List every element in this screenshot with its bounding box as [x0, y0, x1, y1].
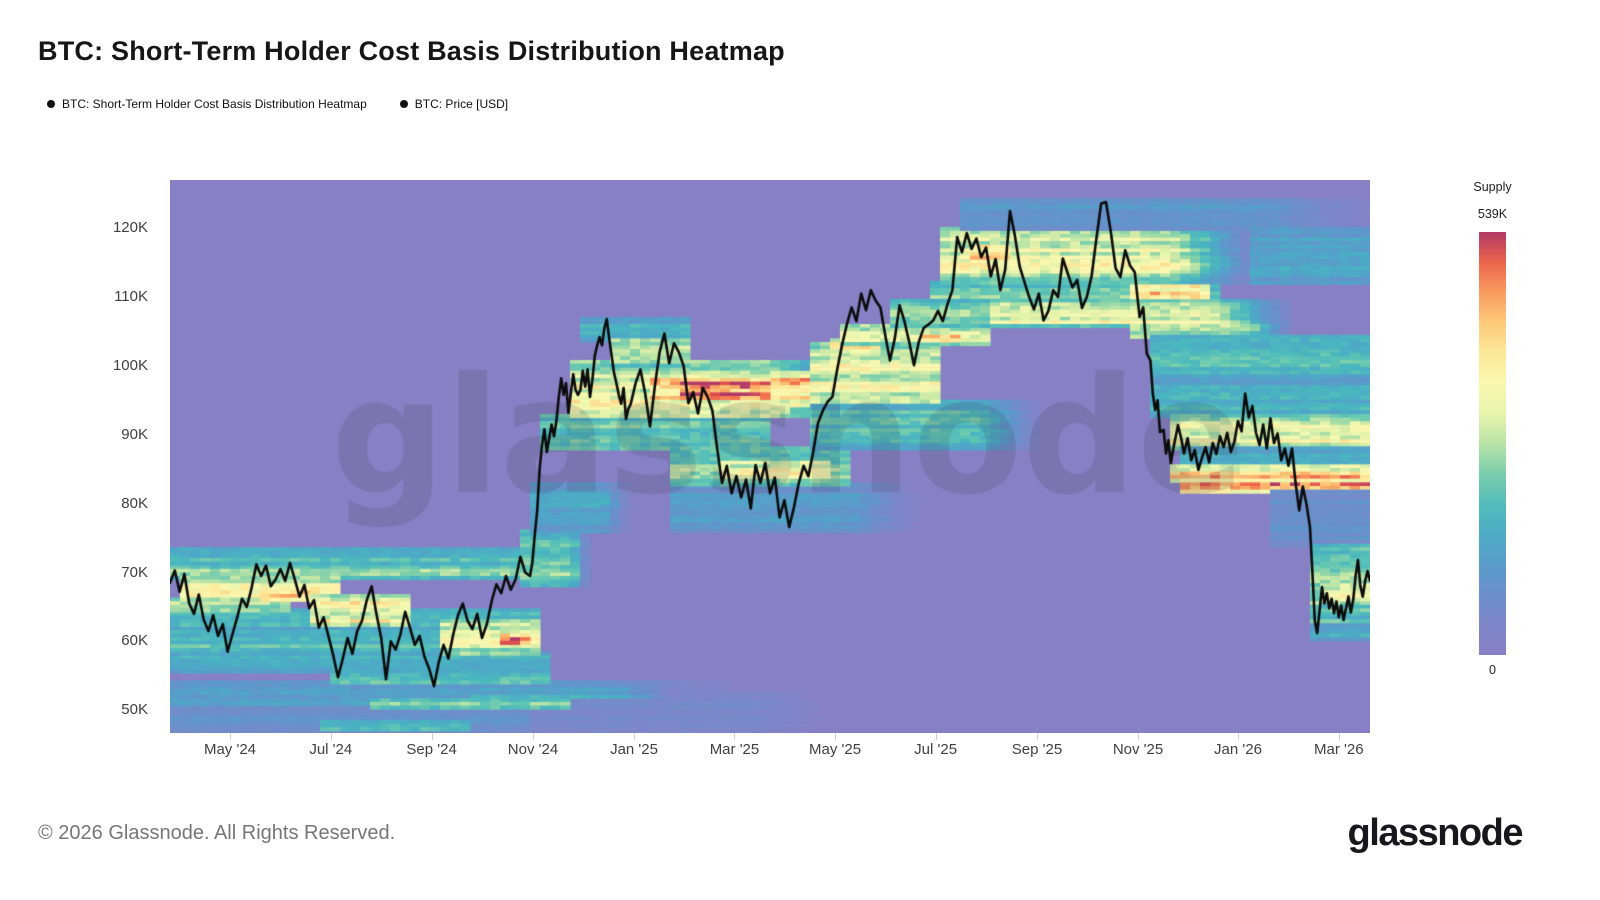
x-tick-label: Nov '24: [507, 741, 559, 758]
heatmap-price-canvas[interactable]: [170, 180, 1370, 733]
y-tick-label: 50K: [121, 701, 148, 719]
colorbar-min-label: 0: [1489, 663, 1496, 677]
x-tick-mark: [1138, 733, 1140, 740]
x-tick-mark: [431, 733, 433, 740]
y-tick-label: 70K: [121, 563, 148, 581]
x-tick-label: Nov '25: [1112, 741, 1164, 758]
x-tick-mark: [634, 733, 636, 740]
x-tick-label: Sep '25: [1011, 741, 1063, 758]
legend-item-heatmap[interactable]: BTC: Short-Term Holder Cost Basis Distri…: [47, 97, 367, 111]
legend-dot-icon: [399, 100, 408, 108]
x-tick-label: Jul '24: [309, 741, 353, 758]
colorbar-title: Supply: [1473, 180, 1512, 194]
glassnode-logo: glassnode: [1347, 812, 1524, 854]
legend-dot-icon: [47, 100, 55, 108]
x-tick-mark: [935, 733, 937, 740]
x-tick-mark: [1338, 733, 1340, 740]
y-tick-label: 110K: [114, 288, 148, 306]
y-tick-label: 90K: [121, 425, 148, 443]
page-title: BTC: Short-Term Holder Cost Basis Distri…: [38, 36, 785, 66]
x-tick-mark: [835, 733, 837, 740]
x-tick-label: Jan '25: [610, 741, 658, 758]
x-tick-mark: [533, 733, 534, 740]
x-tick-mark: [1037, 733, 1038, 740]
y-tick-label: 100K: [112, 356, 148, 374]
x-tick-mark: [230, 733, 231, 740]
x-tick-mark: [330, 733, 332, 740]
x-tick-label: Sep '24: [406, 741, 457, 758]
x-tick-label: Mar '26: [1314, 741, 1364, 758]
colorbar-gradient: [1479, 232, 1506, 655]
x-tick-label: Jan '26: [1214, 741, 1262, 758]
y-tick-label: 60K: [121, 632, 148, 650]
x-tick-mark: [734, 733, 736, 740]
x-tick-mark: [1238, 733, 1239, 740]
chart-plot-area[interactable]: [170, 180, 1370, 733]
x-tick-label: Mar '25: [709, 741, 760, 758]
copyright-text: © 2026 Glassnode. All Rights Reserved.: [38, 822, 396, 844]
x-tick-label: May '24: [203, 741, 257, 758]
legend-label-price: BTC: Price [USD]: [414, 97, 509, 111]
y-tick-label: 80K: [121, 494, 148, 512]
legend-item-price[interactable]: BTC: Price [USD]: [399, 97, 509, 111]
x-tick-label: May '25: [809, 741, 862, 758]
legend: BTC: Short-Term Holder Cost Basis Distri…: [47, 97, 508, 111]
legend-label-heatmap: BTC: Short-Term Holder Cost Basis Distri…: [62, 97, 367, 111]
colorbar-max-label: 539K: [1477, 207, 1508, 221]
y-tick-label: 120K: [112, 219, 148, 237]
x-tick-label: Jul '25: [914, 741, 958, 758]
